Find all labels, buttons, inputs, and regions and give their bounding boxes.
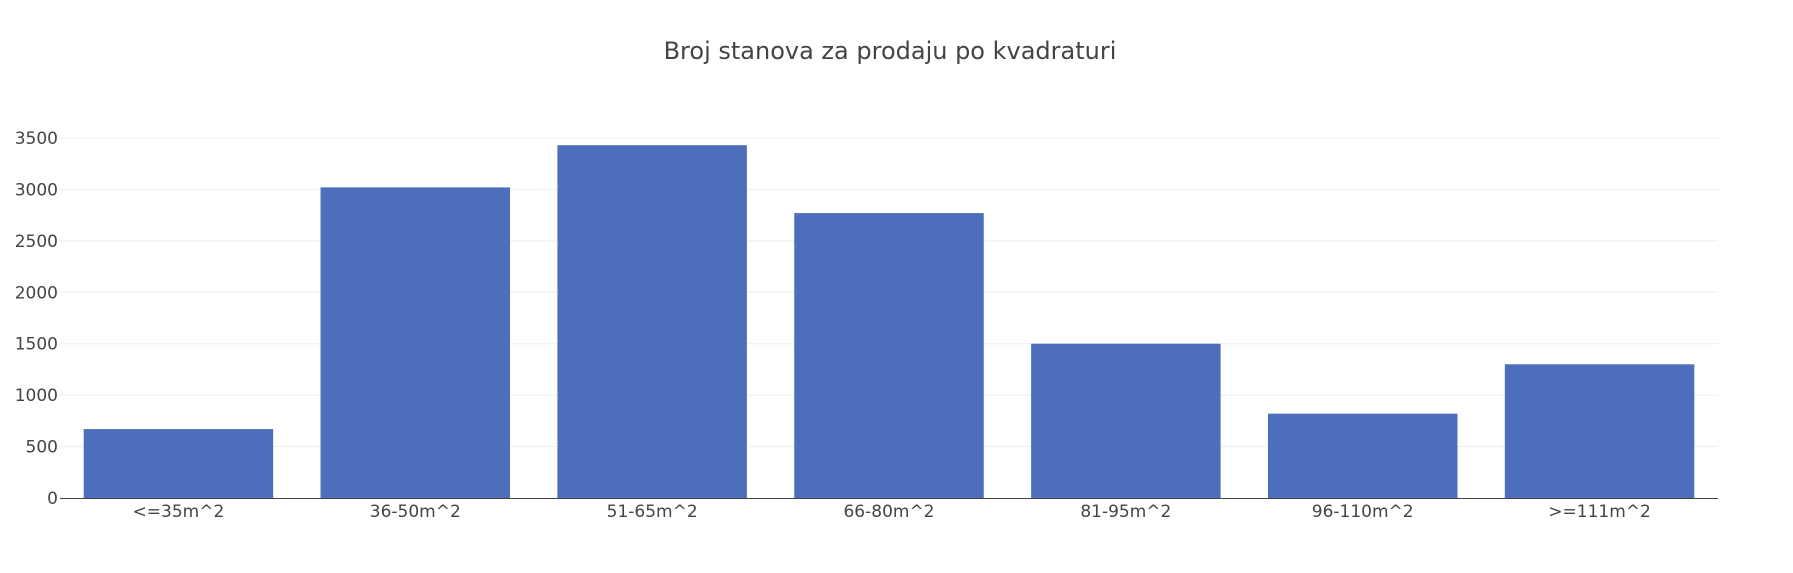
- bars: [83, 145, 1695, 499]
- x-tick-label: 51-65m^2: [607, 502, 698, 522]
- bar: [1267, 413, 1458, 498]
- y-tick-label: 1000: [15, 386, 58, 406]
- x-tick-label: 81-95m^2: [1080, 502, 1171, 522]
- y-tick-label: 2500: [15, 232, 58, 252]
- bar: [557, 145, 747, 498]
- bar: [1031, 343, 1221, 498]
- x-axis-ticks: <=35m^2 36-50m^2 51-65m^2 66-80m^2 81-95m^2 9…: [133, 502, 1651, 522]
- y-tick-label: 500: [26, 438, 58, 458]
- x-tick-label: <=35m^2: [133, 502, 225, 522]
- y-tick-label: 0: [47, 489, 58, 509]
- bar: [1504, 364, 1695, 498]
- x-tick-label: 96-110m^2: [1312, 502, 1414, 522]
- y-tick-label: 2000: [15, 283, 58, 303]
- chart-title: Broj stanova za prodaju po kvadraturi: [664, 37, 1117, 65]
- x-tick-label: 36-50m^2: [370, 502, 461, 522]
- x-tick-label: >=111m^2: [1548, 502, 1651, 522]
- bar: [320, 187, 511, 498]
- y-tick-label: 3500: [15, 129, 58, 149]
- bar: [794, 213, 984, 499]
- y-axis-ticks: 0 500 1000 1500 2000 2500 3000 3500: [15, 129, 58, 509]
- bar: [83, 429, 274, 498]
- x-tick-label: 66-80m^2: [843, 502, 934, 522]
- y-tick-label: 1500: [15, 335, 58, 355]
- y-tick-label: 3000: [15, 180, 58, 200]
